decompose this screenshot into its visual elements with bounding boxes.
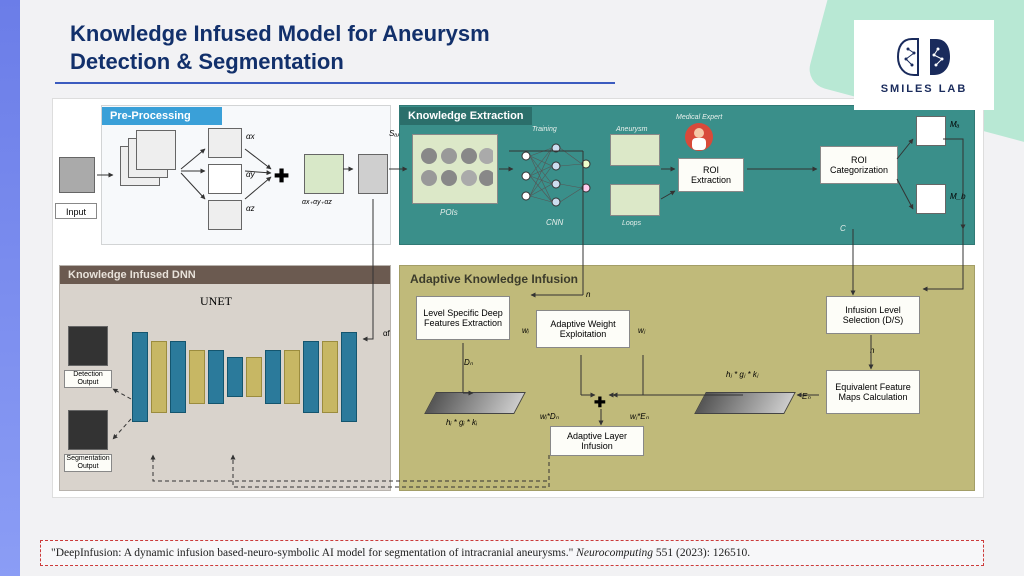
citation-text-1: "DeepInfusion: A dynamic infusion based-…	[51, 547, 576, 559]
equiv-fmap-box: Equivalent Feature Maps Calculation	[826, 370, 920, 414]
page-title: Knowledge Infused Model for Aneurysm Det…	[70, 20, 590, 75]
preproc-thumb	[136, 130, 176, 170]
feature-map-left	[424, 392, 526, 414]
input-label: Input	[55, 203, 97, 219]
logo: SMILES LAB	[854, 20, 994, 110]
aki-title: Adaptive Knowledge Infusion	[400, 266, 974, 292]
roi-extraction-box: ROI Extraction	[678, 158, 744, 192]
az-thumb	[208, 200, 242, 230]
preprocessing-title: Pre-Processing	[102, 107, 222, 125]
widn-label: wᵢ*Dₙ	[540, 412, 559, 421]
ay-label: αy	[246, 170, 255, 179]
hgk-i-label: hᵢ * gᵢ * kᵢ	[446, 418, 477, 427]
unet-icon	[132, 322, 372, 432]
mb-thumb	[916, 184, 946, 214]
aneurysm-label: Aneurysm	[616, 126, 648, 133]
doctor-icon	[684, 122, 714, 157]
training-label: Training	[532, 126, 557, 133]
az-label: αz	[246, 204, 255, 213]
ke-title: Knowledge Extraction	[400, 107, 532, 125]
pois-label: POIs	[440, 208, 458, 217]
af-label: αf	[383, 329, 390, 338]
loops-label: Loops	[622, 220, 641, 227]
dnn-title: Knowledge Infused DNN	[60, 266, 390, 284]
detection-output-label: Detection Output	[64, 370, 112, 388]
cnn-label: CNN	[546, 218, 563, 227]
title-underline	[55, 82, 615, 84]
dn-label: Dₙ	[464, 358, 473, 367]
aki-panel: Adaptive Knowledge Infusion Level Specif…	[399, 265, 975, 491]
level-specific-box: Level Specific Deep Features Extraction	[416, 296, 510, 340]
medical-expert-label: Medical Expert	[676, 114, 722, 121]
sum-thumb	[304, 154, 344, 194]
c-label: C	[840, 224, 846, 233]
citation-box: "DeepInfusion: A dynamic infusion based-…	[40, 540, 984, 566]
knowledge-extraction-panel: Knowledge Extraction POIs Training	[399, 105, 975, 245]
input-thumb	[59, 157, 95, 193]
plus-icon-2: ✚	[594, 394, 606, 411]
ay-thumb	[208, 164, 242, 194]
pois-box	[412, 134, 498, 204]
wj-label: wⱼ	[638, 326, 645, 335]
detection-output-thumb	[68, 326, 108, 366]
adaptive-layer-box: Adaptive Layer Infusion	[550, 426, 644, 456]
loops-box	[610, 184, 660, 216]
ax-thumb	[208, 128, 242, 158]
ma-label: Mₐ	[950, 120, 960, 129]
unet-label: UNET	[200, 294, 232, 309]
pois-icon	[417, 144, 493, 194]
dnn-panel: Knowledge Infused DNN UNET Detection Out…	[59, 265, 391, 491]
segmentation-output-thumb	[68, 410, 108, 450]
wjen-label: wⱼ*Eₙ	[630, 412, 649, 421]
alpha-sum-label: αx₊αy₊αz	[302, 198, 332, 206]
logo-text: SMILES LAB	[881, 83, 968, 95]
n-label-2: n	[870, 346, 874, 355]
hgk-j-label: hⱼ * gⱼ * kⱼ	[726, 370, 758, 379]
infusion-level-box: Infusion Level Selection (D/S)	[826, 296, 920, 334]
citation-journal: Neurocomputing	[576, 547, 653, 559]
cnn-icon	[516, 136, 596, 216]
ma-thumb	[916, 116, 946, 146]
adaptive-weight-box: Adaptive Weight Exploitation	[536, 310, 630, 348]
en-label: Eₙ	[802, 392, 811, 401]
plus-icon: ✚	[274, 166, 289, 187]
architecture-diagram: Input α Pre-Processing αx αy αz ✚ αx₊αy₊…	[52, 98, 984, 498]
aneurysm-box	[610, 134, 660, 166]
sap-thumb	[358, 154, 388, 194]
preprocessing-panel: Pre-Processing αx αy αz ✚ αx₊αy₊αz	[101, 105, 391, 245]
ax-label: αx	[246, 132, 255, 141]
roi-categorization-box: ROI Categorization	[820, 146, 898, 184]
feature-map-right	[694, 392, 796, 414]
citation-text-2: 551 (2023): 126510.	[653, 547, 750, 559]
n-label: n	[586, 290, 590, 299]
mb-label: M_b	[950, 192, 966, 201]
brain-logo-icon	[894, 35, 954, 79]
wi-label: wᵢ	[522, 326, 529, 335]
segmentation-output-label: Segmentation Output	[64, 454, 112, 472]
left-accent-bar	[0, 0, 20, 576]
